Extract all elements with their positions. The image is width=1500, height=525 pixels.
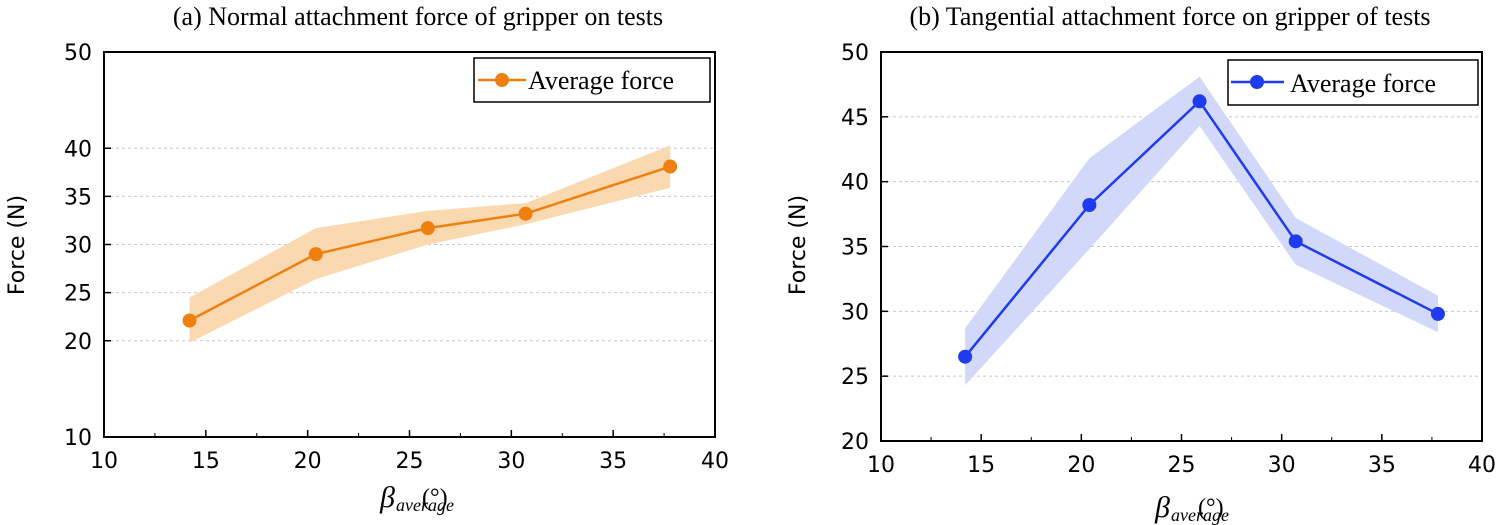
series-line [964,99,1439,358]
x-axis-label-symbol: β [379,481,395,514]
y-tick-label: 50 [64,41,92,66]
legend: Average force [1227,59,1479,106]
x-tick-label: 40 [701,449,729,474]
y-tick-label: 25 [841,365,869,390]
chart-title: (b) Tangential attachment force on gripp… [909,2,1430,31]
x-tick-label: 35 [599,449,627,474]
legend-label: Average force [528,66,674,95]
y-tick-label: 40 [64,137,92,162]
y-tick-label: 30 [64,234,92,259]
data-point [1192,94,1207,109]
y-axis-label: Force (N) [5,195,30,295]
y-tick-label: 50 [841,41,869,66]
y-tick-label: 35 [841,236,869,261]
x-tick-label: 10 [90,449,118,474]
data-point [1288,234,1303,249]
data-point [308,247,323,262]
x-axis-label-subscript: average [396,495,454,515]
y-tick-label: 30 [841,300,869,325]
x-axis-label-unit: (°) [422,485,448,511]
error-band [965,76,1438,386]
x-axis-label: β average (°) [379,481,454,515]
x-tick-label: 40 [1468,453,1496,478]
y-tick-label: 25 [64,282,92,307]
x-axis-label-subscript: average [1171,505,1229,525]
y-tick-label: 35 [64,185,92,210]
data-point [518,206,533,221]
x-tick-label: 10 [867,453,895,478]
data-point [182,313,197,328]
x-tick-label: 15 [967,453,995,478]
data-point [958,349,973,364]
x-tick-label: 25 [1168,453,1196,478]
y-axis-label: Force (N) [786,195,811,295]
x-axis-label: β average (°) [1154,491,1229,525]
error-band [189,145,671,343]
x-tick-label: 20 [294,449,322,474]
chart-panel-tangential-force: (b) Tangential attachment force on gripp… [786,2,1496,525]
x-tick-label: 15 [192,449,220,474]
legend: Average force [473,57,711,103]
data-point [1082,198,1097,213]
y-tick-label: 10 [64,426,92,451]
legend-dot-marker [495,73,509,87]
x-axis-label-symbol: β [1154,491,1170,524]
legend-label: Average force [1290,69,1436,98]
x-tick-label: 30 [497,449,525,474]
x-tick-label: 35 [1368,453,1396,478]
y-tick-label: 40 [841,171,869,196]
data-point [1430,306,1445,321]
x-tick-label: 25 [396,449,424,474]
chart-panel-normal-force: (a) Normal attachment force of gripper o… [5,2,729,515]
x-tick-label: 20 [1067,453,1095,478]
data-point [663,159,678,174]
chart-title: (a) Normal attachment force of gripper o… [173,2,663,31]
data-point [420,221,435,236]
legend-dot-marker [1250,75,1264,89]
x-tick-label: 30 [1268,453,1296,478]
y-tick-label: 45 [841,106,869,131]
y-tick-label: 20 [64,330,92,355]
y-tick-label: 20 [841,430,869,455]
x-axis-label-unit: (°) [1198,495,1224,521]
